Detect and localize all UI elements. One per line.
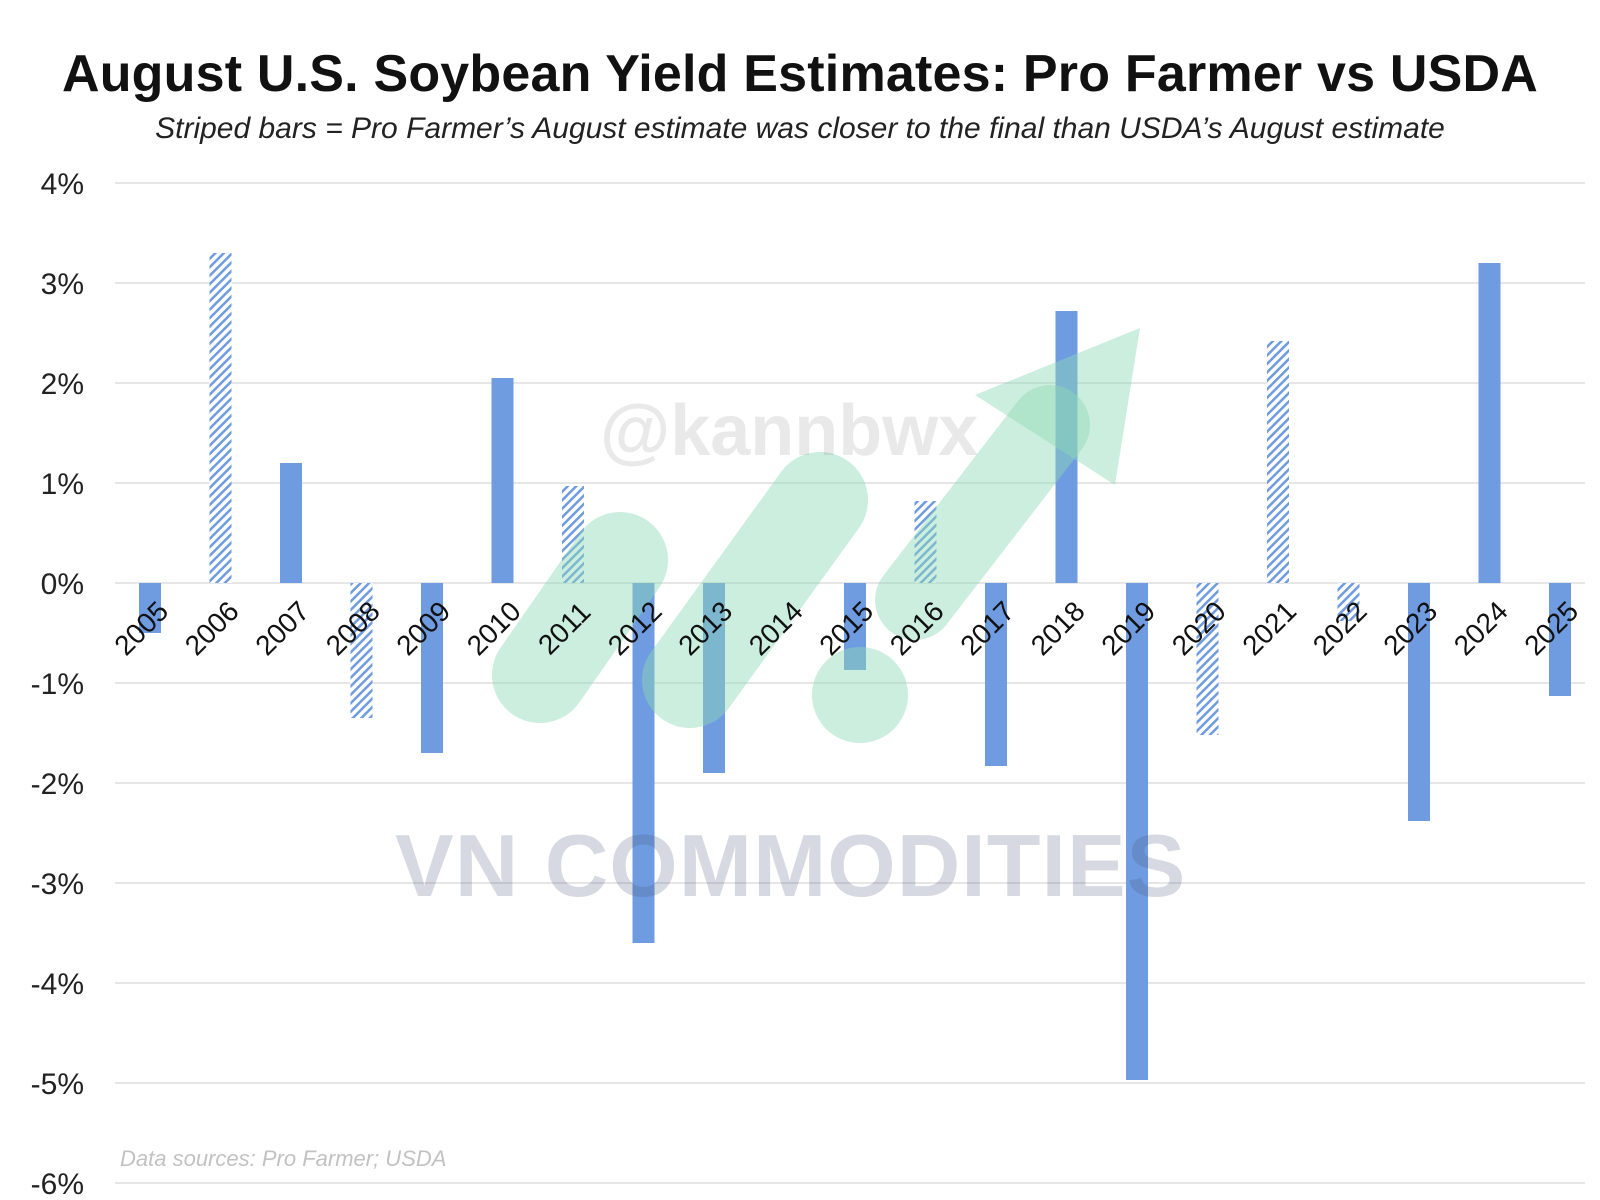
bar (703, 583, 725, 773)
logo-arrow-head (975, 328, 1140, 485)
logo-stroke-2 (642, 452, 868, 728)
logo-arrow-shaft (875, 385, 1090, 640)
y-tick-label: 0% (41, 568, 84, 601)
bar (491, 378, 514, 583)
x-tick-label: 2018 (1025, 595, 1091, 661)
bar (1549, 583, 1571, 696)
y-tick-label: 4% (41, 168, 84, 201)
chart-title: August U.S. Soybean Yield Estimates: Pro… (61, 45, 1539, 103)
source-note: Data sources: Pro Farmer; USDA (120, 1146, 447, 1171)
y-tick-label: -1% (31, 668, 84, 701)
x-tick-label: 2022 (1307, 595, 1373, 661)
bar (985, 583, 1007, 766)
bars (139, 253, 1571, 1080)
logo-dot (812, 647, 908, 743)
x-tick-label: 2007 (249, 595, 315, 661)
watermark-logo-icon (492, 328, 1140, 743)
bar-striped (350, 583, 373, 718)
y-axis-ticks: 4% 3% 2% 1% 0% -1% -2% -3% -4% -5% -6% (31, 168, 84, 1200)
x-tick-label: 2006 (179, 595, 245, 661)
x-tick-label: 2024 (1448, 595, 1514, 661)
y-tick-label: -2% (31, 768, 84, 801)
bar (421, 583, 443, 753)
y-tick-label: -3% (31, 868, 84, 901)
logo-stroke-1 (492, 512, 668, 723)
bar (280, 463, 302, 583)
bar-striped (562, 486, 584, 583)
bar (139, 583, 161, 633)
bar-striped (1337, 583, 1360, 621)
bar (844, 583, 866, 670)
x-tick-label: 2005 (108, 595, 174, 661)
y-tick-label: 3% (41, 268, 84, 301)
x-tick-label: 2021 (1236, 595, 1302, 661)
bar (1126, 583, 1148, 1080)
y-tick-label: 1% (41, 468, 84, 501)
bar-striped (209, 253, 232, 583)
bar (1478, 263, 1501, 583)
y-tick-label: -6% (31, 1168, 84, 1200)
bar-striped (1267, 341, 1289, 583)
watermark-handle: @kannbwx (600, 391, 979, 471)
y-tick-label: -4% (31, 968, 84, 1001)
bar (1055, 311, 1078, 583)
y-tick-label: 2% (41, 368, 84, 401)
y-tick-label: -5% (31, 1068, 84, 1101)
watermark-brand: VN COMMODITIES (395, 816, 1187, 915)
bar-striped (1196, 583, 1219, 735)
chart-subtitle: Striped bars = Pro Farmer’s August estim… (155, 112, 1445, 145)
bar-striped (914, 501, 937, 583)
bar (1408, 583, 1430, 821)
bar (632, 583, 655, 943)
